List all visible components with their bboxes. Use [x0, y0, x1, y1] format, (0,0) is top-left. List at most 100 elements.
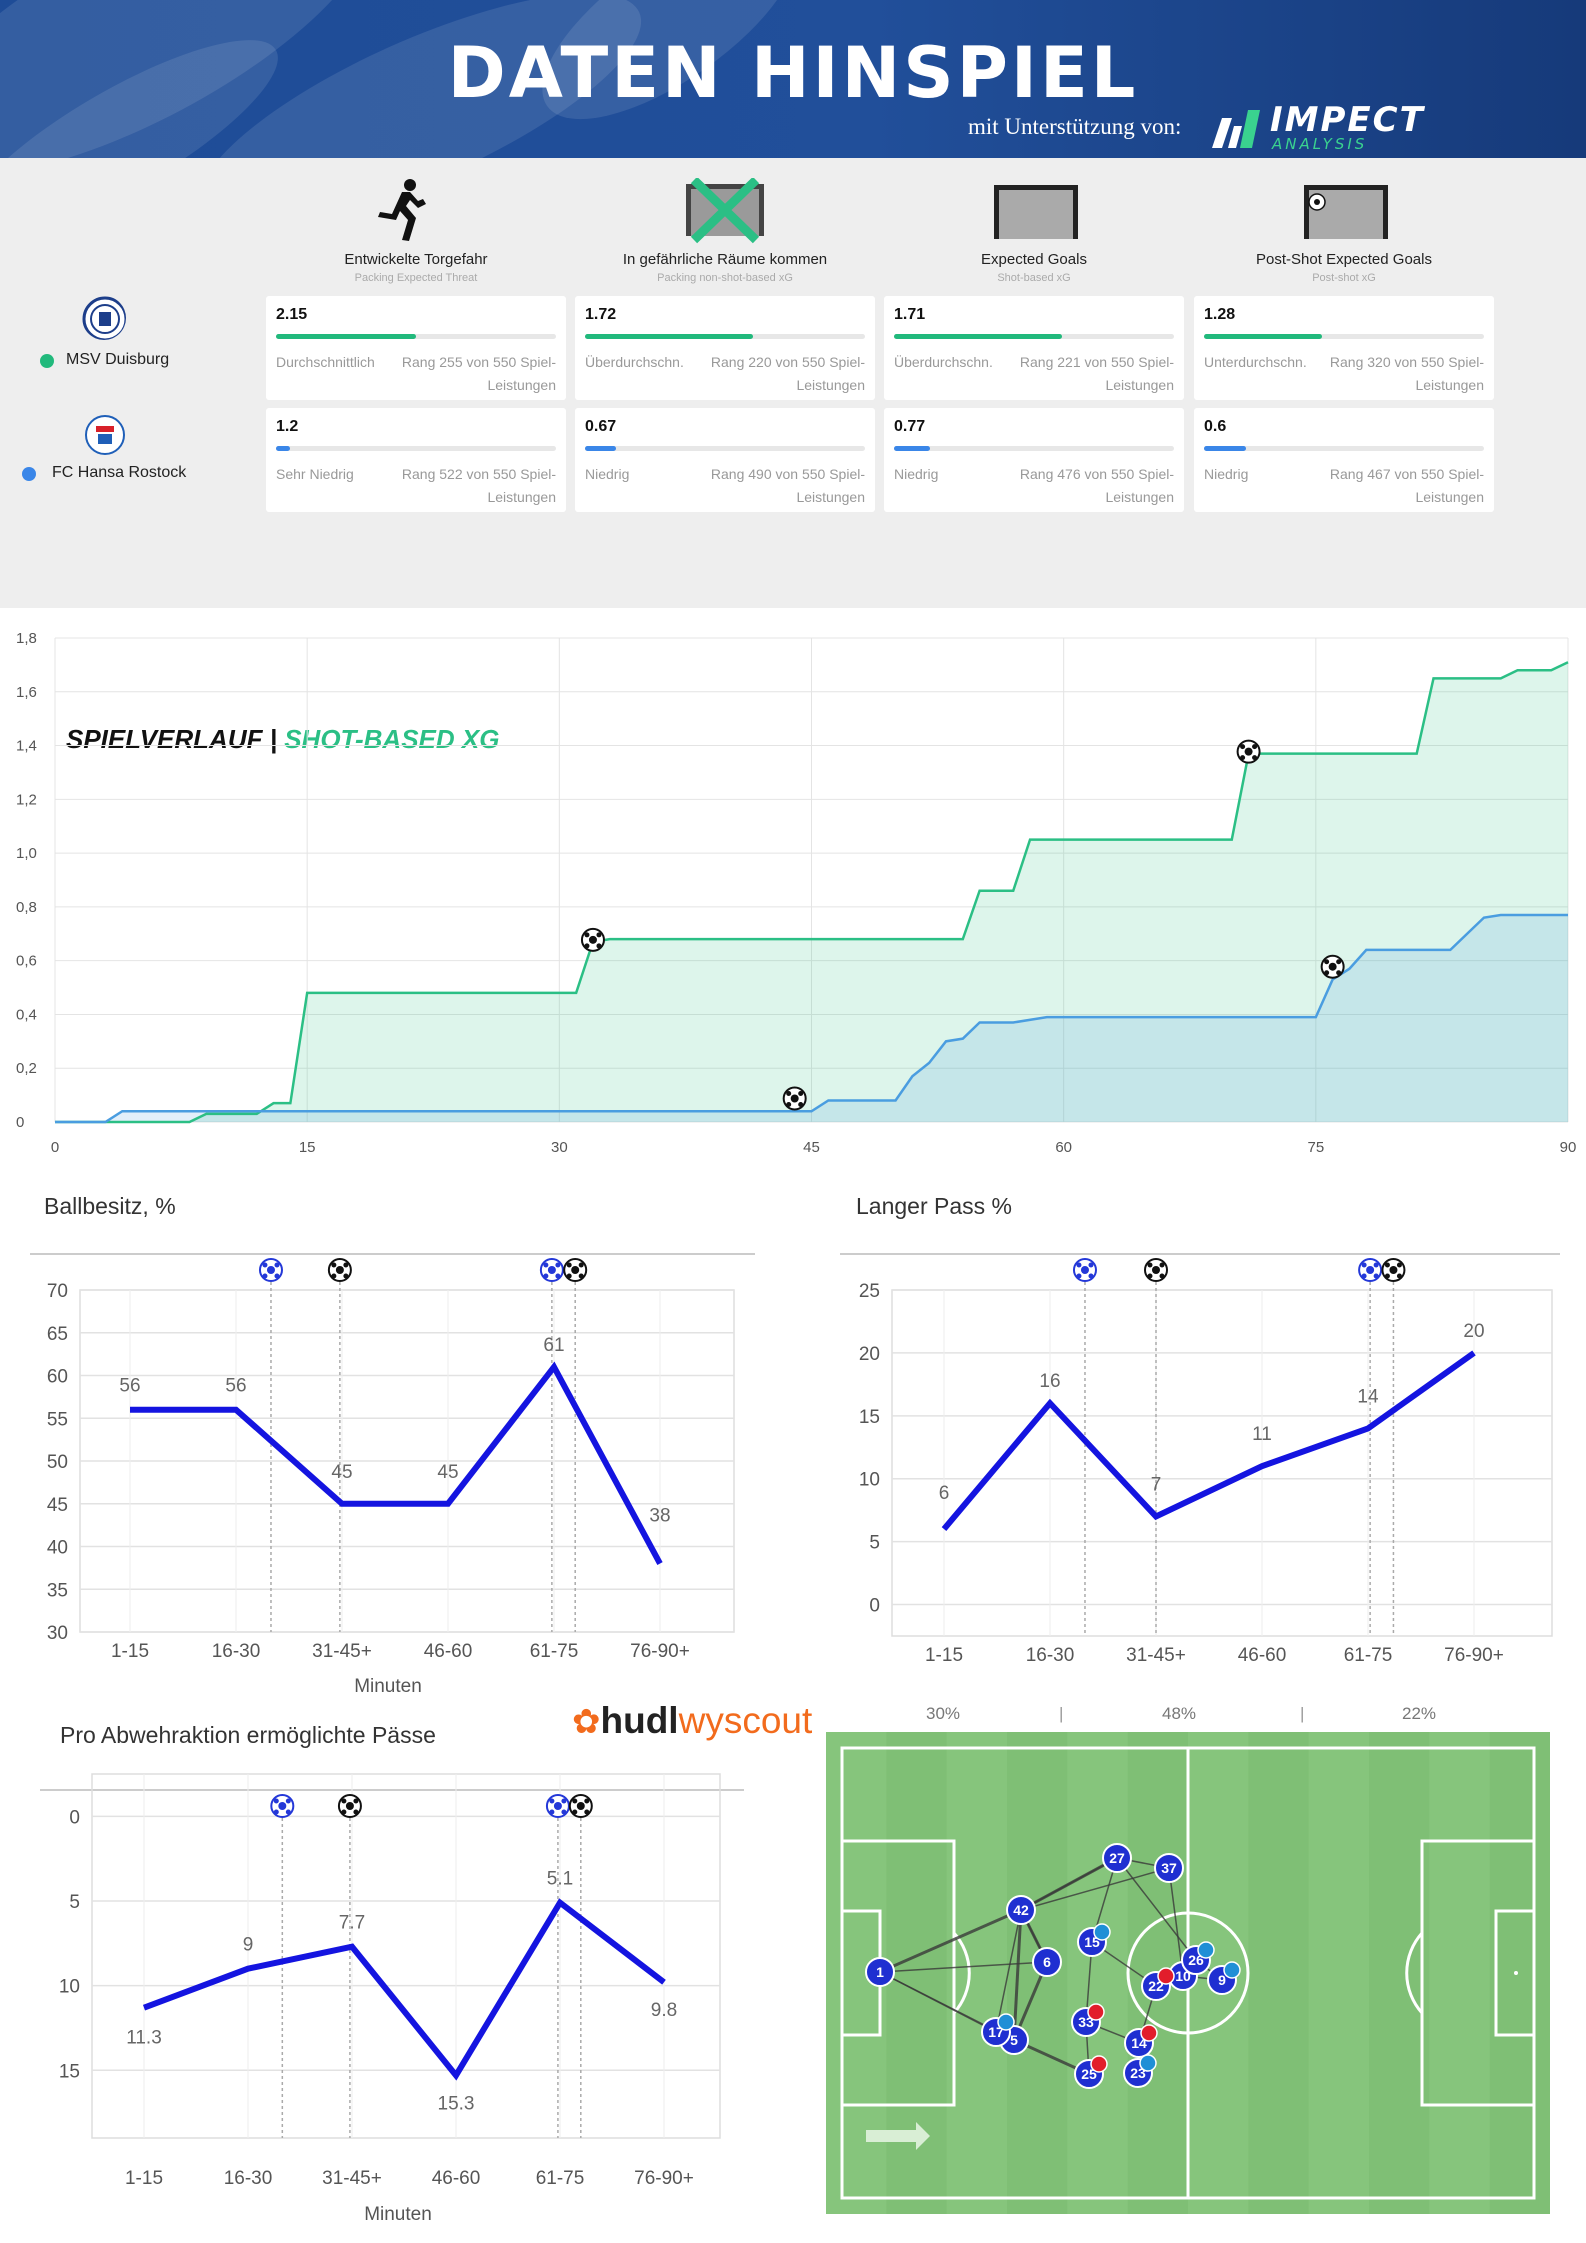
pitch-stripe [1308, 1732, 1369, 2214]
ball-patch [566, 1262, 572, 1268]
metric-rank: Rang 221 von 550 Spiel-Leistungen [1019, 354, 1174, 393]
y-tick-label: 15 [59, 2061, 80, 2082]
metric-bar-fill [276, 334, 416, 339]
ball-patch [341, 1798, 347, 1804]
right-goal-area [1494, 1909, 1536, 2037]
ball-center [335, 1266, 344, 1274]
team-color-dot [22, 467, 36, 481]
third-sep: | [1059, 1704, 1064, 1723]
player-node: 9 [1207, 1961, 1241, 1995]
y-tick-label: 1,8 [16, 630, 37, 647]
impect-logo-icon [1212, 110, 1260, 148]
hudl-logo-light: wyscout [678, 1700, 813, 1741]
chart-title: Langer Pass % [856, 1193, 1012, 1219]
ball-patch [1361, 1262, 1367, 1268]
ball-patch [572, 1809, 578, 1815]
ball-patch [353, 1809, 359, 1815]
y-tick-label: 1,4 [16, 738, 37, 755]
metric-value: 1.2 [276, 418, 299, 435]
metric-rank: Rang 476 von 550 Spiel-Leistungen [1019, 466, 1174, 505]
ball-patch [1159, 1273, 1165, 1279]
y-tick-label: 45 [47, 1495, 68, 1516]
data-label: 6 [939, 1483, 950, 1504]
ball-patch [1373, 1273, 1379, 1279]
ball-patch [543, 1273, 549, 1279]
x-tick-label: 46-60 [1238, 1645, 1287, 1666]
third-right: 22% [1402, 1704, 1437, 1723]
ball-patch [596, 943, 602, 949]
x-tick-label: 30 [551, 1139, 568, 1156]
data-label: 15.3 [438, 2093, 475, 2114]
y-tick-label: 0,2 [16, 1060, 37, 1077]
x-tick-label: 15 [299, 1139, 316, 1156]
metric-card: 1.2 Sehr Niedrig Rang 522 von 550 Spiel-Le… [266, 408, 566, 512]
player-number: 6 [1043, 1954, 1051, 1970]
metric-value: 2.15 [276, 306, 308, 323]
y-tick-label: 1,6 [16, 684, 37, 701]
y-tick-label: 65 [47, 1324, 68, 1345]
xg-area-msv-duisburg [55, 662, 1568, 1122]
ball-patch [555, 1273, 561, 1279]
metric-value: 0.6 [1204, 418, 1227, 435]
xg-line-fc-hansa-rostock [55, 913, 1568, 1124]
ball-patch [566, 1273, 572, 1279]
metric-rank: Rang 467 von 550 Spiel-Leistungen [1329, 466, 1484, 505]
ball-patch [262, 1262, 268, 1268]
ball-patch [798, 1101, 804, 1107]
passes-per-defensive-action-chart: Pro Abwehraktion ermöglichte Pässe 0 5 10 15… [40, 1722, 744, 2225]
ball-patch [273, 1798, 279, 1804]
goal-ball-icon [337, 1794, 362, 1818]
x-axis-label: Minuten [354, 1676, 422, 1697]
impect-logo-sub: ANALYSIS [1272, 135, 1368, 153]
x-tick-label: 61-75 [530, 1641, 579, 1662]
y-tick-label: 50 [47, 1452, 68, 1473]
y-tick-label: 25 [859, 1281, 880, 1302]
data-label: 56 [119, 1376, 140, 1397]
ball-patch [343, 1262, 349, 1268]
goal-ball-icon [1236, 739, 1261, 764]
y-tick-label: 40 [47, 1538, 68, 1559]
ball-patch [1361, 1273, 1367, 1279]
ball-patch [1324, 959, 1330, 965]
player-number: 1 [876, 1964, 884, 1980]
player-node: 23 [1123, 2054, 1157, 2088]
crossed-goal-icon [686, 178, 764, 244]
metric-rank: Rang 220 von 550 Spiel-Leistungen [710, 354, 865, 393]
metric-bar-fill [894, 446, 931, 451]
stats-section: Entwickelte Torgefahr Packing Expected T… [0, 158, 1586, 754]
metric-level: Niedrig [1204, 466, 1249, 482]
plot-frame [91, 1773, 721, 2139]
goal-ball-icon [1381, 1258, 1406, 1282]
ball-patch [1088, 1262, 1094, 1268]
xg-area-fc-hansa-rostock [55, 914, 1568, 1122]
metric-rank: Rang 320 von 550 Spiel-Leistungen [1329, 354, 1484, 393]
player-node-circle [1006, 1895, 1036, 1925]
spielverlauf-title-text: SPIELVERLAUF | [66, 724, 285, 754]
data-label: 38 [649, 1506, 670, 1527]
x-tick-label: 1-15 [925, 1645, 963, 1666]
metric-level: Niedrig [894, 466, 939, 482]
metric-bar [1204, 334, 1484, 339]
center-circle [1126, 1911, 1250, 2035]
data-line [941, 1350, 1476, 1531]
ball-center [266, 1266, 275, 1274]
metric-level: Durchschnittlich [276, 354, 375, 370]
ball-patch [1076, 1262, 1082, 1268]
x-tick-label: 46-60 [432, 2168, 481, 2189]
metric-bar-fill [585, 334, 753, 339]
ball-patch [578, 1273, 584, 1279]
y-tick-label: 0 [69, 1807, 80, 1828]
metric-bar [585, 334, 865, 339]
ball-patch [1252, 755, 1258, 761]
player-number: 9 [1218, 1972, 1226, 1988]
player-alert-badge [1157, 1967, 1175, 1985]
metric-value: 1.71 [894, 306, 926, 323]
goal-ball-icon [539, 1258, 564, 1282]
x-tick-label: 0 [51, 1139, 59, 1156]
xg-line-msv-duisburg [55, 661, 1569, 1124]
metric-level: Sehr Niedrig [276, 466, 354, 482]
player-info-badge [1197, 1941, 1215, 1959]
y-tick-label: 10 [59, 1977, 80, 1998]
ball-patch [262, 1273, 268, 1279]
ball-patch [1240, 744, 1246, 750]
